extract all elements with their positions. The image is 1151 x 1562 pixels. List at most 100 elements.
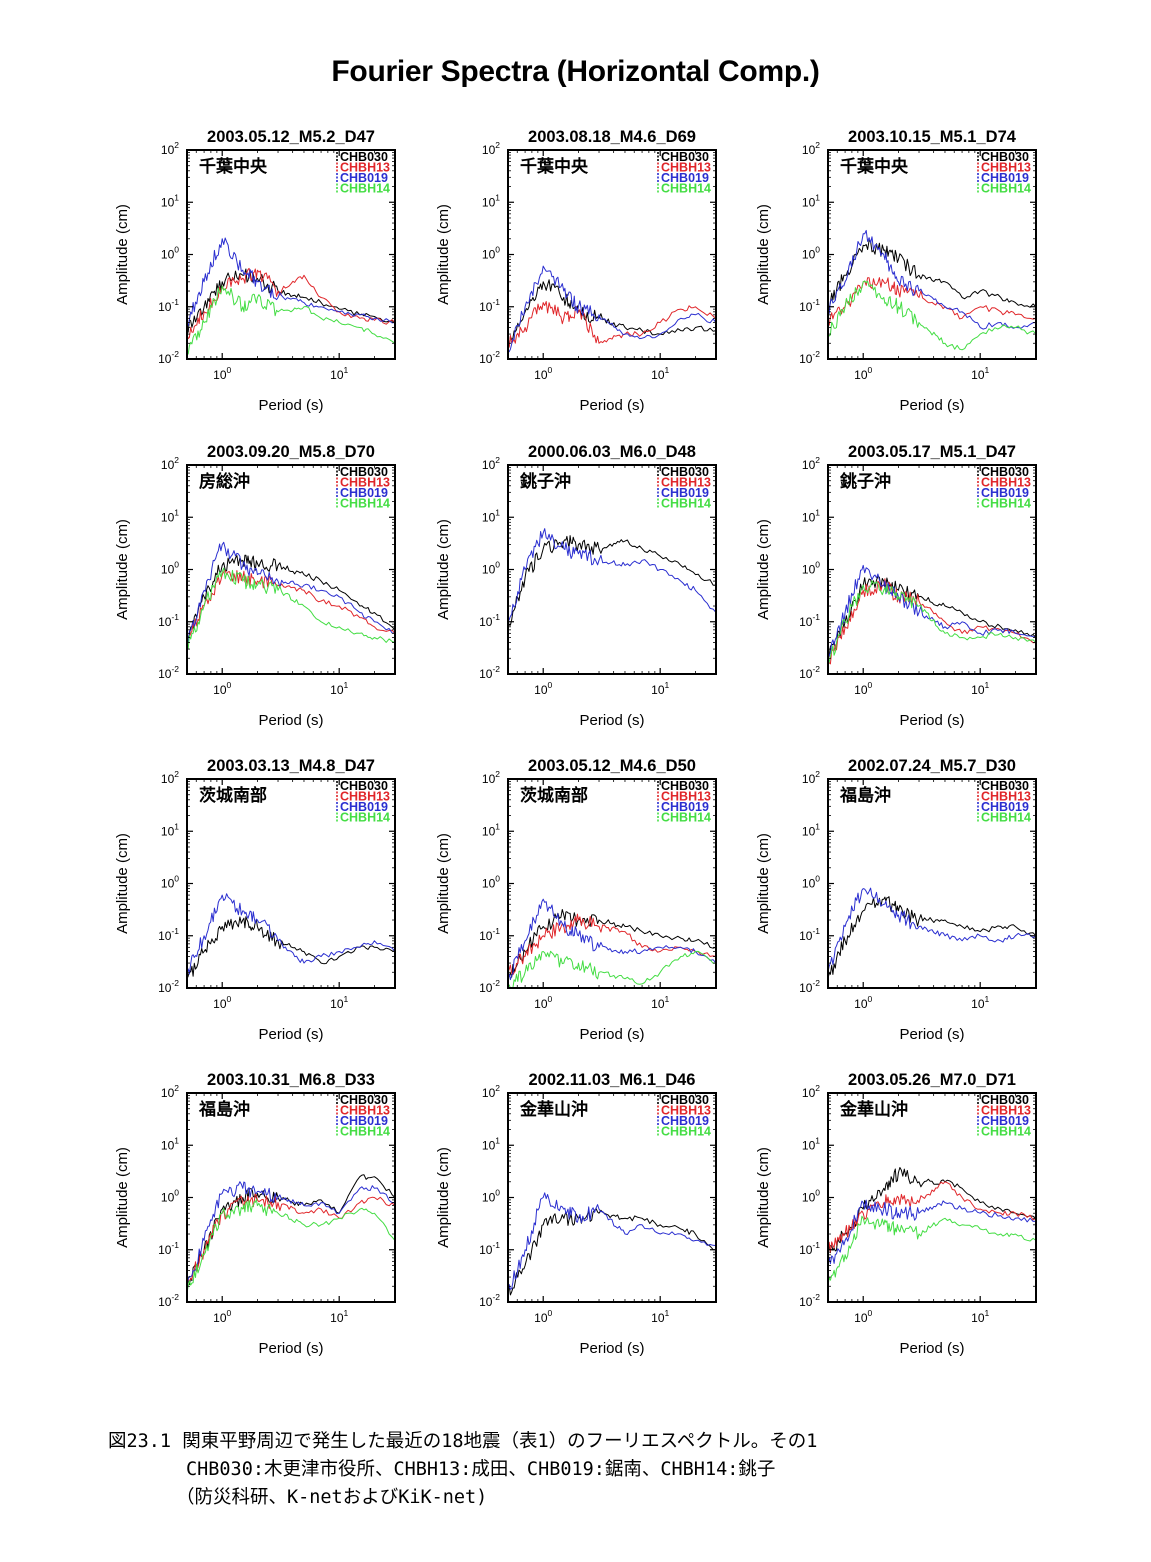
region-label: 千葉中央: [840, 156, 909, 177]
series-CHBH13: [186, 267, 396, 340]
y-tick-label: 10-1: [799, 612, 820, 629]
y-tick-label: 10-2: [479, 664, 500, 681]
x-tick-label: 100: [534, 680, 552, 697]
x-axis-label: Period (s): [579, 397, 644, 414]
x-tick-label: 100: [854, 680, 872, 697]
panel-title: 2003.10.31_M6.8_D33: [207, 1071, 375, 1089]
y-axis-label: Amplitude (cm): [755, 1147, 772, 1248]
x-tick-label: 100: [534, 994, 552, 1011]
series-CHB019: [507, 1192, 717, 1293]
legend-label: CHBH14: [661, 811, 711, 825]
series-CHB030: [186, 1174, 396, 1287]
legend-label: CHBH14: [661, 1125, 711, 1139]
series-CHB030: [827, 240, 1037, 309]
y-tick-label: 10-2: [799, 1292, 820, 1309]
y-tick-label: 102: [482, 769, 500, 786]
series-CHBH14: [827, 280, 1037, 351]
panel-title: 2003.05.17_M5.1_D47: [848, 443, 1016, 461]
caption-line-1: 図23.1 関東平野周辺で発生した最近の18地震（表1）のフーリエスペクトル。そ…: [108, 1431, 818, 1452]
y-tick-label: 100: [161, 874, 179, 891]
x-tick-label: 101: [651, 680, 669, 697]
y-tick-label: 100: [161, 245, 179, 262]
x-tick-label: 101: [651, 1308, 669, 1325]
y-tick-label: 102: [161, 1083, 179, 1100]
y-tick-label: 102: [161, 140, 179, 157]
legend-label: CHBH13: [661, 790, 711, 804]
legend-label: CHBH14: [340, 497, 390, 511]
x-tick-label: 100: [213, 680, 231, 697]
region-label: 千葉中央: [520, 156, 589, 177]
region-label: 房総沖: [199, 471, 250, 492]
y-tick-label: 102: [482, 1083, 500, 1100]
panel-9: 2002.07.24_M5.7_D30 10-2 10-1 100 101 102 100 1…: [755, 757, 1037, 1043]
y-axis-label: Amplitude (cm): [755, 204, 772, 305]
panel-title: 2003.09.20_M5.8_D70: [207, 443, 375, 461]
series-CHBH13: [827, 1181, 1037, 1254]
x-tick-label: 101: [971, 680, 989, 697]
series-CHB030: [186, 554, 396, 638]
y-tick-label: 101: [802, 192, 820, 209]
y-tick-label: 100: [482, 560, 500, 577]
series-CHB019: [827, 229, 1037, 330]
panel-4: 2003.09.20_M5.8_D70 10-2 10-1 100 101 102 100 1…: [114, 443, 396, 729]
x-tick-label: 100: [854, 365, 872, 382]
x-tick-label: 100: [534, 1308, 552, 1325]
y-tick-label: 10-1: [479, 926, 500, 943]
panel-11: 2002.11.03_M6.1_D46 10-2 10-1 100 101 102 100 1…: [435, 1071, 717, 1357]
y-tick-label: 102: [802, 455, 820, 472]
legend-label: CHB030: [340, 150, 388, 164]
legend-label: CHB030: [661, 1093, 709, 1107]
y-tick-label: 10-2: [799, 349, 820, 366]
series-CHB019: [827, 887, 1037, 973]
x-axis-label: Period (s): [899, 1340, 964, 1357]
y-tick-label: 10-1: [799, 297, 820, 314]
panel-title: 2000.06.03_M6.0_D48: [528, 443, 696, 461]
series-CHB019: [507, 265, 717, 353]
y-axis-label: Amplitude (cm): [114, 833, 131, 934]
x-axis-label: Period (s): [899, 1026, 964, 1043]
y-axis-label: Amplitude (cm): [114, 519, 131, 620]
region-label: 千葉中央: [199, 156, 268, 177]
legend-label: CHB030: [661, 465, 709, 479]
y-tick-label: 102: [802, 1083, 820, 1100]
legend-label: CHB030: [340, 779, 388, 793]
series-CHB030: [507, 1208, 717, 1296]
y-tick-label: 101: [161, 507, 179, 524]
legend-label: CHBH13: [661, 161, 711, 175]
y-tick-label: 100: [802, 1188, 820, 1205]
spectra-grid: 2003.05.12_M5.2_D47 10-2 10-1 100 101 102 100 1…: [114, 128, 1037, 1357]
y-axis-label: Amplitude (cm): [435, 204, 452, 305]
panel-title: 2003.03.13_M4.8_D47: [207, 757, 375, 775]
series-CHB019: [186, 893, 396, 975]
panel-title: 2003.08.18_M4.6_D69: [528, 128, 696, 146]
series-CHB019: [827, 564, 1037, 659]
series-CHB030: [507, 535, 717, 628]
legend-label: CHBH13: [981, 790, 1031, 804]
region-label: 茨城南部: [199, 785, 267, 806]
panel-2: 2003.08.18_M4.6_D69 10-2 10-1 100 101 102 100 1…: [435, 128, 717, 414]
y-tick-label: 10-2: [479, 1292, 500, 1309]
y-tick-label: 10-2: [479, 349, 500, 366]
x-tick-label: 100: [854, 994, 872, 1011]
legend-label: CHBH13: [981, 1104, 1031, 1118]
y-tick-label: 10-1: [479, 297, 500, 314]
legend-label: CHBH13: [340, 1104, 390, 1118]
y-tick-label: 102: [802, 140, 820, 157]
legend-label: CHBH14: [981, 497, 1031, 511]
x-axis-label: Period (s): [579, 1340, 644, 1357]
legend-label: CHB019: [661, 486, 709, 500]
y-tick-label: 101: [482, 821, 500, 838]
y-tick-label: 10-1: [158, 612, 179, 629]
y-tick-label: 102: [482, 140, 500, 157]
legend-label: CHB030: [981, 465, 1029, 479]
region-label: 福島沖: [198, 1099, 250, 1120]
panel-3: 2003.10.15_M5.1_D74 10-2 10-1 100 101 102 100 1…: [755, 128, 1037, 414]
series-CHB030: [827, 896, 1037, 979]
series-CHBH14: [827, 580, 1037, 666]
region-label: 銚子沖: [840, 471, 891, 492]
y-tick-label: 101: [482, 192, 500, 209]
legend-label: CHB030: [981, 779, 1029, 793]
y-tick-label: 10-1: [799, 1240, 820, 1257]
y-tick-label: 100: [802, 245, 820, 262]
panel-8: 2003.05.12_M4.6_D50 10-2 10-1 100 101 102 100 1…: [435, 757, 717, 1043]
